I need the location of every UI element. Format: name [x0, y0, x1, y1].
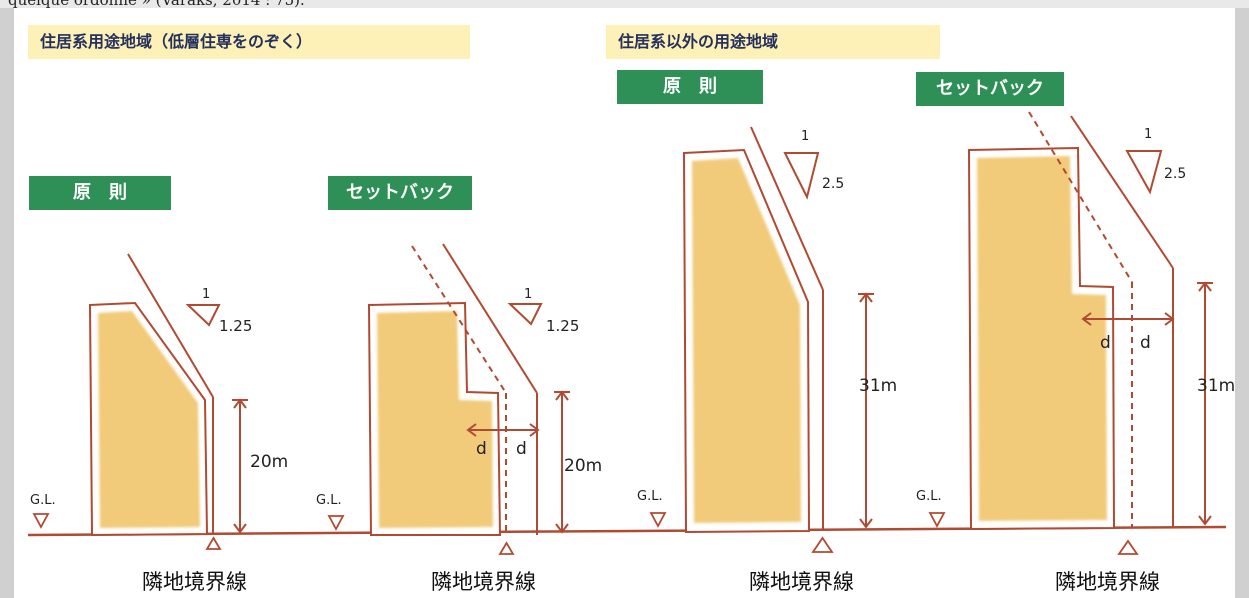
caption-fragment: quelque ordonné » (Varaks, 2014 : 75). — [8, 0, 305, 8]
setback-label-boundary: d — [1140, 333, 1151, 353]
height-label: 31m — [1197, 376, 1235, 396]
slope-triangle — [1125, 150, 1163, 195]
panel3-label: 原 則 — [617, 70, 763, 104]
slope-rise: 1 — [1144, 127, 1152, 142]
height-label: 31m — [859, 376, 897, 396]
slope-run: 2.5 — [822, 176, 844, 192]
panel4-drawing: 1 2.5 d d 31m G.L. — [916, 111, 1235, 555]
slope-run: 1.25 — [219, 317, 252, 335]
slope-run: 1.25 — [546, 317, 579, 335]
slope-triangle — [783, 152, 820, 200]
left-margin — [0, 0, 14, 598]
gl-marker-icon — [928, 512, 946, 528]
gl-label: G.L. — [637, 489, 663, 504]
slope-triangle — [185, 304, 221, 327]
gl-marker-icon — [327, 515, 345, 531]
slope-limit-line — [750, 126, 824, 291]
setback-label-boundary: d — [516, 439, 527, 459]
setback-label-building: d — [1100, 333, 1111, 353]
boundary-marker-icon — [1117, 539, 1139, 555]
slope-run: 2.5 — [1164, 166, 1186, 182]
gl-marker-icon — [649, 512, 667, 528]
slope-rise: 1 — [801, 129, 809, 144]
panel4-boundary-label: 隣地境界線 — [1055, 570, 1160, 594]
boundary-marker-icon — [498, 541, 515, 555]
caption-strip: quelque ordonné » (Varaks, 2014 : 75). — [0, 0, 1249, 8]
nonresidential-section-title: 住居系以外の用途地域 — [606, 25, 940, 59]
boundary-marker-icon — [811, 536, 834, 553]
boundary-marker-icon — [205, 536, 222, 550]
gl-marker-icon — [32, 513, 50, 529]
building-volume — [977, 156, 1107, 521]
building-volume — [692, 158, 801, 523]
panel3-drawing: 1 2.5 31m G.L. — [637, 126, 897, 553]
height-label: 20m — [250, 452, 288, 472]
right-margin — [1235, 0, 1249, 598]
slope-triangle — [507, 303, 543, 326]
slope-limit-line — [127, 253, 214, 398]
panel2-boundary-label: 隣地境界線 — [431, 570, 536, 594]
height-label: 20m — [564, 456, 602, 476]
panel1-boundary-label: 隣地境界線 — [142, 570, 247, 594]
original-slope-line — [411, 245, 507, 394]
panel2-drawing: 1 1.25 d d 20m G.L. — [316, 243, 602, 555]
building-volume — [377, 311, 493, 528]
slope-limit-line — [1070, 115, 1174, 269]
panel1-drawing: 1 1.25 20m G.L. — [30, 253, 288, 550]
slope-rise: 1 — [524, 287, 532, 302]
gl-label: G.L. — [916, 489, 942, 504]
gl-label: G.L. — [30, 493, 56, 508]
panel3-boundary-label: 隣地境界線 — [749, 570, 854, 594]
panel1-label: 原 則 — [29, 176, 171, 210]
slope-rise: 1 — [202, 287, 210, 302]
building-volume — [98, 311, 200, 528]
slope-limit-line — [442, 243, 538, 394]
gl-label: G.L. — [316, 493, 342, 508]
residential-section-title: 住居系用途地域（低層住専をのぞく） — [28, 25, 470, 59]
panel2-label: セットバック — [328, 176, 472, 210]
setback-label-building: d — [476, 439, 487, 459]
original-slope-line — [1028, 111, 1133, 283]
panel4-label: セットバック — [916, 72, 1064, 106]
